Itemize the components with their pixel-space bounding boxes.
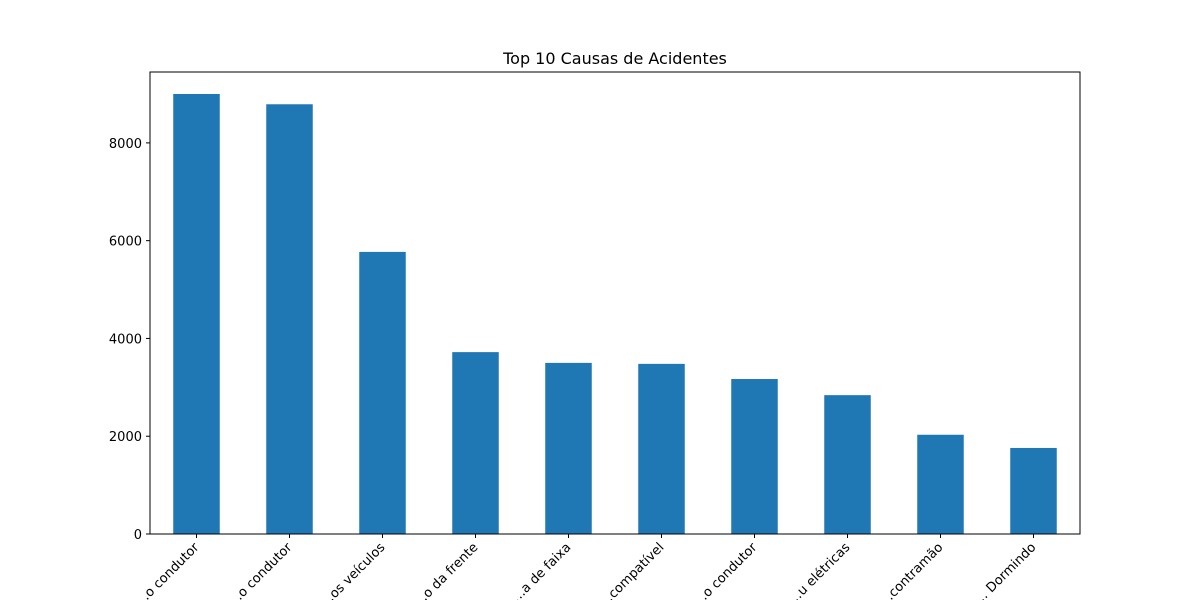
bar-0 xyxy=(173,94,220,534)
chart-title: Top 10 Causas de Acidentes xyxy=(502,49,727,68)
bar-6 xyxy=(731,379,778,534)
x-tick-label-2: …os veículos xyxy=(318,540,389,600)
x-tick-label-4: …a de faixa xyxy=(509,540,574,600)
y-tick-label-4: 8000 xyxy=(109,137,142,152)
x-tick-label-5: …compatível xyxy=(597,540,668,600)
x-tick-label-0: …o condutor xyxy=(133,540,203,600)
x-tick-label-7: …u elétricas xyxy=(786,540,854,600)
bar-9 xyxy=(1010,447,1057,534)
bar-4 xyxy=(545,362,592,534)
bar-1 xyxy=(266,104,313,535)
bar-5 xyxy=(638,363,685,534)
bar-7 xyxy=(824,395,871,534)
x-tick-label-1: …o condutor xyxy=(226,540,296,600)
x-tick-label-9: … Dormindo xyxy=(971,540,1039,600)
bars-layer xyxy=(173,94,1057,535)
bar-3 xyxy=(452,352,499,534)
x-tick-label-6: …o condutor xyxy=(691,540,761,600)
y-tick-label-3: 6000 xyxy=(109,235,142,250)
x-tick-label-8: …contramão xyxy=(877,540,947,600)
y-tick-label-0: 0 xyxy=(134,528,142,543)
bar-2 xyxy=(359,251,406,534)
plot-frame xyxy=(149,71,1081,535)
bar-8 xyxy=(917,434,964,534)
x-tick-label-3: …o da frente xyxy=(411,540,481,600)
y-tick-label-1: 2000 xyxy=(109,430,142,445)
y-tick-label-2: 4000 xyxy=(109,332,142,347)
